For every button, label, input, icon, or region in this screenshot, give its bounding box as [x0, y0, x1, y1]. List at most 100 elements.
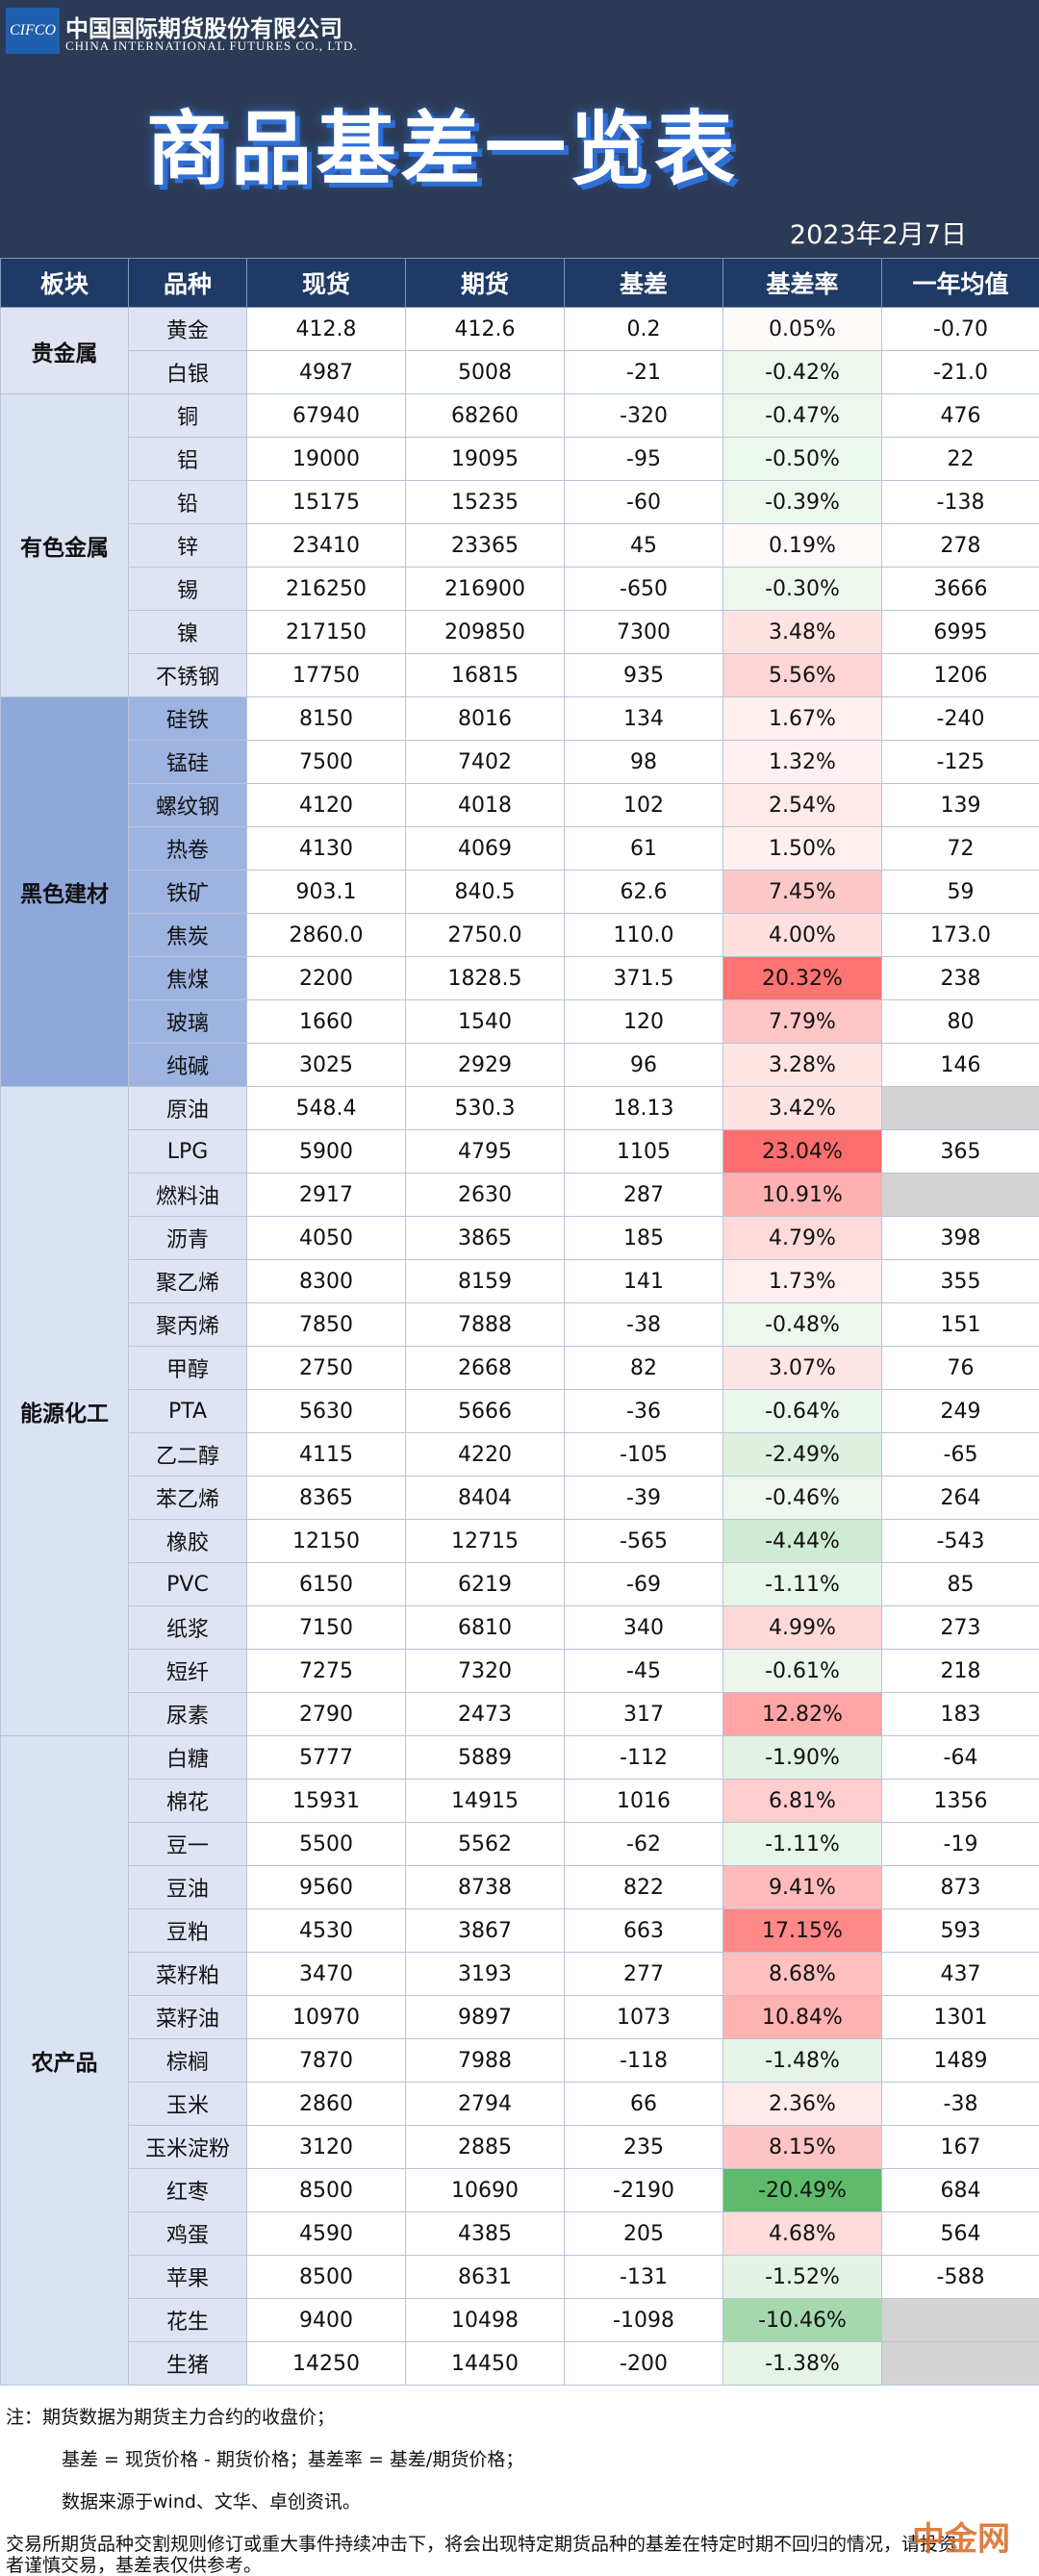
variety-cell: 聚丙烯 — [129, 1303, 247, 1347]
spot-cell: 3025 — [247, 1044, 406, 1087]
variety-cell: 生猪 — [129, 2342, 247, 2386]
variety-cell: 焦煤 — [129, 957, 247, 1000]
annual-avg-cell: 684 — [882, 2169, 1039, 2212]
futures-cell: 209850 — [406, 611, 565, 654]
basis-cell: -1098 — [565, 2299, 723, 2342]
futures-cell: 5666 — [406, 1390, 565, 1433]
basis-rate-cell: 8.15% — [723, 2126, 882, 2169]
futures-cell: 19095 — [406, 438, 565, 481]
variety-cell: 玉米 — [129, 2083, 247, 2126]
note: 数据来源于wind、文华、卓创资讯。 — [6, 2491, 968, 2513]
futures-cell: 14450 — [406, 2342, 565, 2386]
spot-cell: 4590 — [247, 2212, 406, 2256]
note: 注：期货数据为期货主力合约的收盘价； — [6, 2407, 968, 2428]
variety-cell: 白糖 — [129, 1736, 247, 1780]
basis-cell: 82 — [565, 1347, 723, 1390]
basis-cell: 66 — [565, 2083, 723, 2126]
basis-rate-cell: -1.11% — [723, 1823, 882, 1866]
basis-cell: 340 — [565, 1606, 723, 1650]
sector-cell: 有色金属 — [1, 394, 129, 697]
basis-rate-cell: 4.00% — [723, 914, 882, 957]
basis-cell: -2190 — [565, 2169, 723, 2212]
basis-rate-cell: 9.41% — [723, 1866, 882, 1909]
basis-rate-cell: 12.82% — [723, 1693, 882, 1736]
spot-cell: 903.1 — [247, 871, 406, 914]
note: 交易所期货品种交割规则修订或重大事件持续冲击下，将会出现特定期货品种的基差在特定… — [6, 2534, 968, 2576]
variety-cell: 豆油 — [129, 1866, 247, 1909]
futures-cell: 2929 — [406, 1044, 565, 1087]
basis-cell: 317 — [565, 1693, 723, 1736]
basis-cell: -45 — [565, 1650, 723, 1693]
annual-avg-cell: 873 — [882, 1866, 1039, 1909]
basis-cell: -650 — [565, 568, 723, 611]
variety-cell: 铝 — [129, 438, 247, 481]
annual-avg-cell: 264 — [882, 1477, 1039, 1520]
futures-cell: 4220 — [406, 1433, 565, 1477]
basis-cell: -62 — [565, 1823, 723, 1866]
futures-cell: 2794 — [406, 2083, 565, 2126]
column-header: 期货 — [406, 259, 565, 308]
basis-rate-cell: 2.36% — [723, 2083, 882, 2126]
spot-cell: 4050 — [247, 1217, 406, 1260]
futures-cell: 68260 — [406, 394, 565, 438]
variety-cell: 红枣 — [129, 2169, 247, 2212]
basis-rate-cell: 23.04% — [723, 1130, 882, 1174]
basis-cell: 134 — [565, 697, 723, 741]
basis-cell: 141 — [565, 1260, 723, 1303]
basis-rate-cell: 3.48% — [723, 611, 882, 654]
basis-cell: 0.2 — [565, 308, 723, 351]
futures-cell: 14915 — [406, 1780, 565, 1823]
basis-cell: 185 — [565, 1217, 723, 1260]
header: CIFCO 中国国际期货股份有限公司 CHINA INTERNATIONAL F… — [0, 0, 1039, 258]
spot-cell: 8150 — [247, 697, 406, 741]
annual-avg-cell: 59 — [882, 871, 1039, 914]
annual-avg-cell: -65 — [882, 1433, 1039, 1477]
annual-avg-cell: -19 — [882, 1823, 1039, 1866]
spot-cell: 5630 — [247, 1390, 406, 1433]
futures-cell: 216900 — [406, 568, 565, 611]
basis-rate-cell: -0.50% — [723, 438, 882, 481]
basis-cell: -60 — [565, 481, 723, 524]
futures-cell: 3193 — [406, 1953, 565, 1996]
notes: 注：期货数据为期货主力合约的收盘价；基差 = 现货价格 - 期货价格；基差率 =… — [6, 2386, 968, 2576]
watermark: 中金网 — [912, 2513, 1010, 2560]
futures-cell: 8159 — [406, 1260, 565, 1303]
spot-cell: 2200 — [247, 957, 406, 1000]
column-header: 基差 — [565, 259, 723, 308]
variety-cell: 硅铁 — [129, 697, 247, 741]
basis-rate-cell: -1.38% — [723, 2342, 882, 2386]
variety-cell: 镍 — [129, 611, 247, 654]
spot-cell: 2860 — [247, 2083, 406, 2126]
basis-cell: 18.13 — [565, 1087, 723, 1130]
basis-rate-cell: -0.46% — [723, 1477, 882, 1520]
basis-rate-cell: 1.73% — [723, 1260, 882, 1303]
annual-avg-cell: 146 — [882, 1044, 1039, 1087]
variety-cell: 菜籽粕 — [129, 1953, 247, 1996]
basis-cell: 120 — [565, 1000, 723, 1044]
variety-cell: 锡 — [129, 568, 247, 611]
annual-avg-cell: 1356 — [882, 1780, 1039, 1823]
annual-avg-cell: 218 — [882, 1650, 1039, 1693]
company-name-en: CHINA INTERNATIONAL FUTURES CO., LTD. — [65, 38, 358, 54]
variety-cell: PTA — [129, 1390, 247, 1433]
variety-cell: 铅 — [129, 481, 247, 524]
futures-cell: 23365 — [406, 524, 565, 568]
futures-cell: 5562 — [406, 1823, 565, 1866]
basis-cell: 935 — [565, 654, 723, 697]
spot-cell: 8365 — [247, 1477, 406, 1520]
header-row: 板块品种现货期货基差基差率一年均值 — [1, 259, 1039, 308]
annual-avg-cell: -38 — [882, 2083, 1039, 2126]
basis-rate-cell: 1.50% — [723, 827, 882, 871]
basis-cell: -38 — [565, 1303, 723, 1347]
